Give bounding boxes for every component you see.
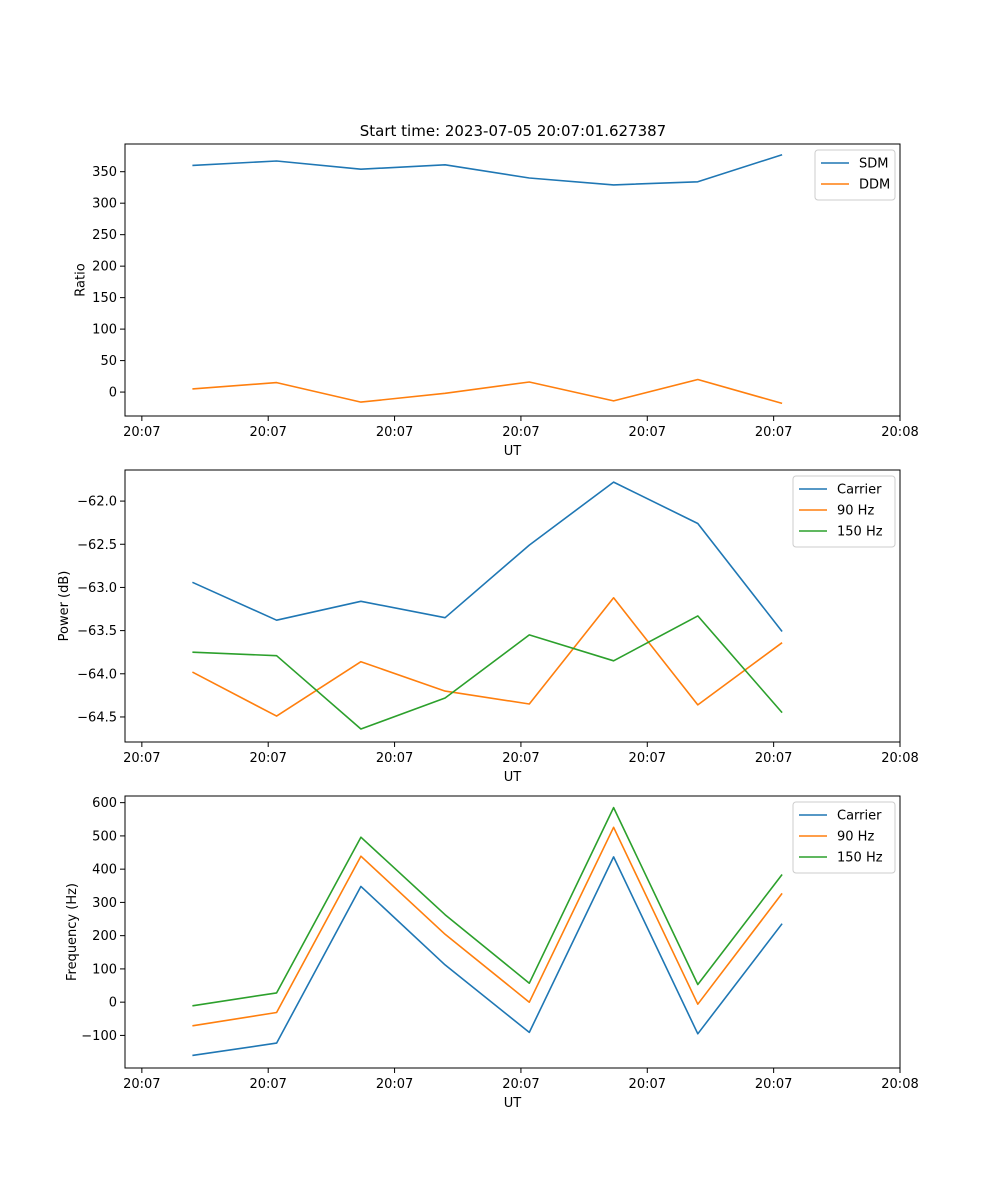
legend-label: 150 Hz [837, 525, 883, 540]
legend: SDM DDM [814, 149, 896, 201]
y-tick-label: 50 [100, 354, 117, 369]
series-line-carrier [192, 856, 783, 1057]
x-tick-label: 20:07 [755, 425, 792, 440]
y-tick-label: 500 [92, 829, 117, 844]
legend-label: Carrier [837, 483, 882, 498]
series-line-carrier [192, 481, 783, 632]
y-axis-label: Frequency (Hz) [65, 883, 80, 981]
x-tick-label: 20:07 [249, 1077, 286, 1092]
legend-label: SDM [859, 157, 888, 172]
axes-frame [124, 795, 901, 1069]
y-tick-label: 600 [92, 796, 117, 811]
legend: Carrier 90 Hz 150 Hz [792, 801, 896, 874]
y-tick-label: 0 [109, 996, 117, 1011]
series-line-90-hz [192, 826, 783, 1027]
legend-label: DDM [859, 178, 890, 193]
y-tick-label: 200 [92, 260, 117, 275]
y-tick-label: −62.0 [77, 495, 117, 510]
x-tick-label: 20:07 [502, 1077, 539, 1092]
x-tick-label: 20:07 [502, 751, 539, 766]
x-tick-label: 20:07 [376, 751, 413, 766]
legend-label: 90 Hz [837, 504, 874, 519]
series-line-150-hz [192, 615, 783, 730]
x-tick-label: 20:07 [249, 751, 286, 766]
y-tick-label: 0 [109, 386, 117, 401]
x-tick-label: 20:07 [123, 1077, 160, 1092]
series-line-ddm [192, 378, 783, 405]
x-tick-label: 20:07 [376, 425, 413, 440]
legend-label: Carrier [837, 809, 882, 824]
chart-panel-1: 20:07 20:07 20:07 20:07 20:07 20:07 20:08 0 50 10… [73, 143, 919, 459]
y-tick-label: 350 [92, 165, 117, 180]
y-tick-label: 200 [92, 929, 117, 944]
x-tick-label: 20:08 [881, 1077, 918, 1092]
figure-title: Start time: 2023-07-05 20:07:01.627387 [360, 122, 666, 140]
axes-frame [124, 469, 901, 743]
legend-box [792, 475, 896, 548]
x-tick-label: 20:07 [629, 1077, 666, 1092]
y-tick-label: 300 [92, 896, 117, 911]
y-tick-label: −100 [81, 1029, 117, 1044]
legend-label: 150 Hz [837, 851, 883, 866]
x-tick-label: 20:07 [755, 1077, 792, 1092]
y-tick-label: −64.0 [77, 667, 117, 682]
x-axis-label: UT [504, 1096, 522, 1111]
y-tick-label: 100 [92, 323, 117, 338]
y-tick-label: −63.5 [77, 624, 117, 639]
x-tick-label: 20:07 [502, 425, 539, 440]
x-axis-label: UT [504, 770, 522, 785]
legend: Carrier 90 Hz 150 Hz [792, 475, 896, 548]
y-tick-label: 100 [92, 962, 117, 977]
x-tick-label: 20:07 [629, 751, 666, 766]
x-tick-label: 20:07 [376, 1077, 413, 1092]
x-tick-label: 20:08 [881, 751, 918, 766]
series-line-150-hz [192, 806, 783, 1007]
x-tick-label: 20:07 [123, 751, 160, 766]
legend-box [792, 801, 896, 874]
x-axis-label: UT [504, 444, 522, 459]
y-tick-label: 400 [92, 863, 117, 878]
y-axis-label: Ratio [73, 263, 88, 296]
x-tick-label: 20:07 [629, 425, 666, 440]
y-tick-label: −63.0 [77, 581, 117, 596]
series-line-90-hz [192, 596, 783, 717]
x-tick-label: 20:07 [249, 425, 286, 440]
y-axis-label: Power (dB) [57, 571, 72, 642]
y-tick-label: 300 [92, 197, 117, 212]
axes-frame [124, 143, 901, 417]
series-line-sdm [192, 153, 783, 186]
plot-panels: 20:07 20:07 20:07 20:07 20:07 20:07 20:08 0 50 10… [57, 143, 919, 1111]
y-tick-label: −64.5 [77, 710, 117, 725]
legend-label: 90 Hz [837, 830, 874, 845]
y-tick-label: 250 [92, 228, 117, 243]
x-tick-label: 20:07 [123, 425, 160, 440]
chart-panel-2: 20:07 20:07 20:07 20:07 20:07 20:07 20:08 −64.5… [57, 469, 919, 785]
chart-panel-3: 20:07 20:07 20:07 20:07 20:07 20:07 20:08 −100 0… [65, 795, 919, 1111]
x-tick-label: 20:08 [881, 425, 918, 440]
y-tick-label: −62.5 [77, 538, 117, 553]
x-tick-label: 20:07 [755, 751, 792, 766]
y-tick-label: 150 [92, 291, 117, 306]
